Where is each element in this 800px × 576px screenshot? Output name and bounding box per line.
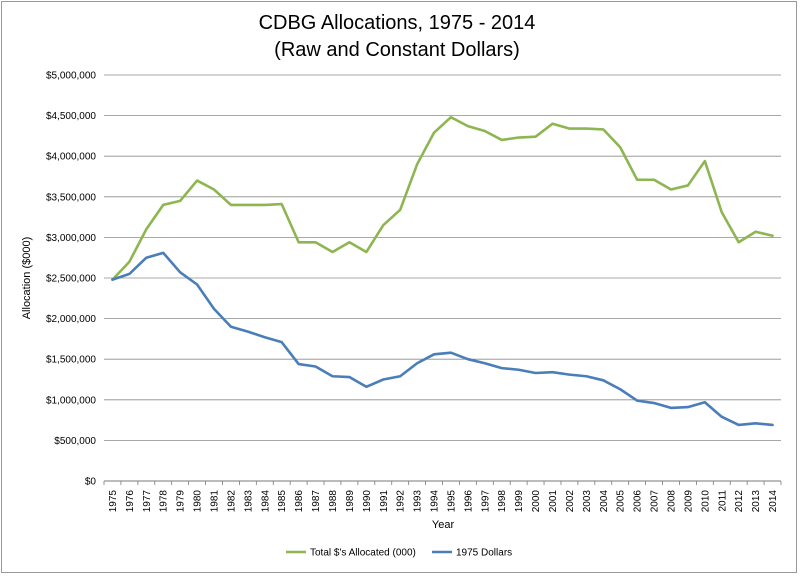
x-tick-label: 2007 [650, 490, 661, 513]
x-tick-label: 2010 [700, 490, 711, 513]
legend-item-0: Total $'s Allocated (000) [286, 548, 416, 559]
x-tick-label: 1980 [193, 490, 204, 513]
x-tick-label: 1989 [345, 490, 356, 513]
x-tick-label: 1987 [311, 490, 322, 513]
x-tick-label: 2005 [616, 490, 627, 513]
x-tick-label: 1985 [277, 490, 288, 513]
y-tick-label: $2,500,000 [46, 274, 96, 285]
y-tick-label: $1,500,000 [46, 355, 96, 366]
y-tick-label: $5,000,000 [46, 71, 96, 82]
x-tick-label: 1976 [125, 490, 136, 513]
x-tick-label: 2002 [565, 490, 576, 513]
x-tick-label: 1977 [142, 490, 153, 513]
legend-label: 1975 Dollars [456, 548, 512, 559]
series-line-0 [111, 115, 774, 281]
y-tick-labels: $0 $500,000 $1,000,000 $1,500,000 $2,000,000… [46, 71, 96, 488]
x-tick-label: 1984 [260, 490, 271, 513]
x-tick-label: 1975 [108, 490, 119, 513]
x-tick-label: 1992 [396, 490, 407, 513]
x-tick-label: 1988 [328, 490, 339, 513]
x-tick-label: 2011 [717, 490, 728, 512]
legend: Total $'s Allocated (000) 1975 Dollars [286, 548, 512, 559]
x-tick-label: 1998 [497, 490, 508, 513]
y-tick-label: $4,000,000 [46, 152, 96, 163]
x-tick-labels: 1975 1976 1977 1978 1979 1980 1981 1982 1983 1984… [103, 481, 782, 513]
x-tick-label: 2006 [633, 490, 644, 513]
series-lines [111, 115, 774, 427]
x-tick-label: 1983 [243, 490, 254, 513]
x-tick-label: 1981 [210, 490, 221, 513]
x-tick-label: 2012 [734, 490, 745, 513]
chart-subtitle: (Raw and Constant Dollars) [274, 39, 520, 61]
y-axis-label: Allocation ($000) [21, 237, 33, 320]
x-tick-label: 2004 [599, 490, 610, 513]
y-tick-label: $1,000,000 [46, 395, 96, 406]
x-tick-label: 1986 [294, 490, 305, 513]
y-tick-label: $3,500,000 [46, 192, 96, 203]
x-tick-label: 2014 [768, 490, 779, 513]
x-tick-label: 1991 [379, 490, 390, 513]
x-tick-label: 1995 [446, 490, 457, 513]
gridlines [104, 74, 781, 441]
x-tick-label: 1996 [463, 490, 474, 513]
x-tick-label: 2003 [582, 490, 593, 513]
x-tick-label: 2013 [751, 490, 762, 513]
y-tick-label: $4,500,000 [46, 111, 96, 122]
x-tick-label: 1994 [430, 490, 441, 513]
chart-title: CDBG Allocations, 1975 - 2014 [259, 12, 536, 34]
x-tick-label: 1999 [514, 490, 525, 513]
x-tick-label: 2008 [666, 490, 677, 513]
x-axis-label: Year [432, 519, 455, 531]
legend-item-1: 1975 Dollars [432, 548, 512, 559]
x-tick-label: 1993 [413, 490, 424, 513]
x-tick-label: 2001 [548, 490, 559, 513]
x-tick-label: 1982 [226, 490, 237, 513]
x-tick-label: 1997 [480, 490, 491, 513]
x-tick-label: 2000 [531, 490, 542, 513]
y-tick-label: $500,000 [54, 436, 96, 447]
x-tick-label: 1978 [159, 490, 170, 513]
x-tick-label: 1990 [362, 490, 373, 513]
y-tick-label: $0 [85, 477, 97, 488]
y-tick-label: $3,000,000 [46, 233, 96, 244]
y-tick-label: $2,000,000 [46, 314, 96, 325]
series-line-1 [111, 251, 774, 427]
x-tick-label: 1979 [176, 490, 187, 513]
legend-label: Total $'s Allocated (000) [310, 548, 416, 559]
x-tick-label: 2009 [683, 490, 694, 513]
